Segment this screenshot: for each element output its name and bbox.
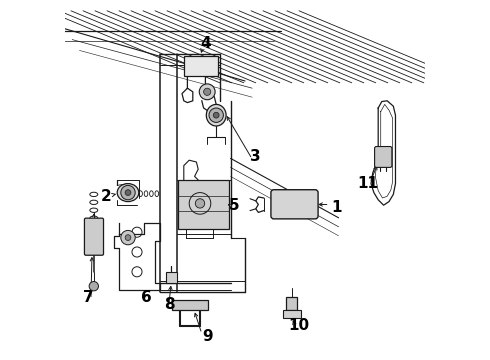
Ellipse shape [117, 184, 139, 202]
Circle shape [121, 230, 135, 245]
Polygon shape [286, 297, 297, 310]
Text: 5: 5 [229, 198, 240, 213]
FancyBboxPatch shape [374, 147, 392, 167]
Circle shape [213, 112, 219, 118]
FancyBboxPatch shape [271, 190, 318, 219]
Circle shape [209, 108, 223, 122]
Text: 4: 4 [200, 36, 211, 51]
Text: 8: 8 [164, 297, 175, 312]
Text: 6: 6 [141, 289, 151, 305]
Text: 11: 11 [357, 176, 378, 191]
Circle shape [125, 235, 131, 240]
Text: 2: 2 [101, 189, 112, 204]
Text: 3: 3 [250, 149, 261, 164]
Polygon shape [184, 56, 218, 76]
Polygon shape [166, 272, 176, 283]
FancyBboxPatch shape [84, 218, 103, 255]
Text: 7: 7 [83, 289, 94, 305]
Circle shape [199, 84, 215, 100]
Text: 10: 10 [289, 318, 310, 333]
Text: 1: 1 [332, 199, 342, 215]
Polygon shape [283, 310, 301, 318]
Circle shape [125, 190, 131, 195]
Circle shape [196, 199, 205, 208]
Circle shape [89, 282, 98, 291]
Circle shape [204, 88, 211, 95]
Text: 9: 9 [202, 329, 213, 344]
Ellipse shape [206, 104, 226, 126]
Circle shape [121, 185, 135, 200]
Polygon shape [172, 300, 208, 310]
Polygon shape [178, 180, 229, 229]
